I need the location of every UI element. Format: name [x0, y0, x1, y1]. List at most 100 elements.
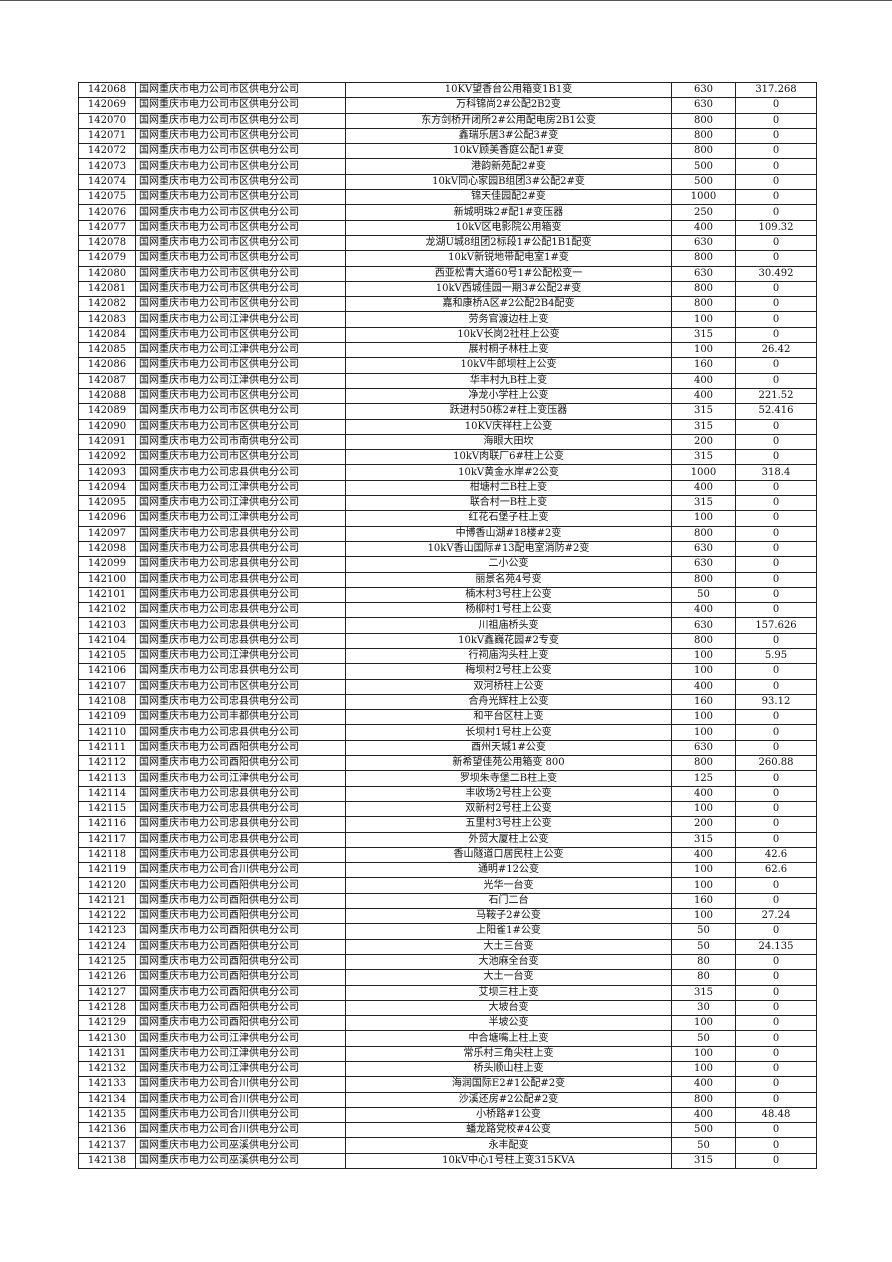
- row-id-cell: 142091: [78, 433, 136, 451]
- value-cell: 30.492: [735, 265, 817, 282]
- company-cell: 国网重庆市电力公司忠县供电分公司: [135, 556, 346, 573]
- transformer-name-cell: 新希望佳苑公用箱变 800: [345, 755, 672, 772]
- row-id-cell: 142076: [78, 204, 136, 221]
- value-cell: 0: [735, 112, 817, 129]
- table-row: 142133 国网重庆市电力公司合川供电分公司 海润国际E2#1公配#2变 400 0: [78, 1076, 817, 1093]
- row-id-cell: 142090: [78, 418, 136, 435]
- page-top-border: [0, 0, 892, 1]
- capacity-cell: 315: [671, 984, 736, 1001]
- transformer-name-cell: 罗坝朱寺堡二B柱上变: [345, 770, 672, 787]
- value-cell: 0: [735, 785, 817, 802]
- company-cell: 国网重庆市电力公司市区供电分公司: [135, 97, 346, 114]
- value-cell: 0: [735, 418, 817, 435]
- value-cell: 0: [735, 923, 817, 940]
- value-cell: 157.626: [735, 617, 817, 634]
- company-cell: 国网重庆市电力公司市区供电分公司: [135, 449, 346, 466]
- value-cell: 260.88: [735, 755, 817, 772]
- capacity-cell: 400: [671, 1106, 736, 1124]
- value-cell: 24.135: [735, 938, 817, 955]
- company-cell: 国网重庆市电力公司市区供电分公司: [135, 112, 346, 129]
- capacity-cell: 630: [671, 556, 736, 573]
- capacity-cell: 800: [671, 127, 736, 145]
- value-cell: 27.24: [735, 908, 817, 925]
- company-cell: 国网重庆市电力公司酉阳供电分公司: [135, 739, 346, 757]
- transformer-name-cell: 丽景名苑4号变: [345, 571, 672, 588]
- company-cell: 国网重庆市电力公司市区供电分公司: [135, 265, 346, 282]
- table-row: 142121 国网重庆市电力公司酉阳供电分公司 石门二台 160 0: [78, 892, 817, 910]
- capacity-cell: 400: [671, 846, 736, 864]
- capacity-cell: 160: [671, 357, 736, 374]
- value-cell: 42.6: [735, 846, 817, 864]
- row-id-cell: 142135: [78, 1106, 136, 1124]
- row-id-cell: 142095: [78, 495, 136, 512]
- table-body: 142068 国网重庆市电力公司市区供电分公司 10KV望香台公用箱变1B1变 630…: [78, 81, 817, 1170]
- capacity-cell: 800: [671, 250, 736, 267]
- capacity-cell: 100: [671, 709, 736, 726]
- company-cell: 国网重庆市电力公司忠县供电分公司: [135, 663, 346, 680]
- company-cell: 国网重庆市电力公司酉阳供电分公司: [135, 984, 346, 1001]
- transformer-name-cell: 沙溪还房#2公配#2变: [345, 1091, 672, 1108]
- transformer-name-cell: 展村桐子林柱上变: [345, 342, 672, 359]
- company-cell: 国网重庆市电力公司忠县供电分公司: [135, 785, 346, 802]
- transformer-name-cell: 新城明珠2#配1#变压器: [345, 204, 672, 221]
- transformer-name-cell: 10kV黄金水岸#2公变: [345, 464, 672, 481]
- table-row: 142086 国网重庆市电力公司市区供电分公司 10kV牛郎坝柱上公变 160 0: [78, 357, 817, 374]
- transformer-name-cell: 大池麻全台变: [345, 953, 672, 971]
- transformer-name-cell: 五里村3号柱上公变: [345, 816, 672, 833]
- value-cell: 0: [735, 1045, 817, 1063]
- value-cell: 0: [735, 158, 817, 175]
- company-cell: 国网重庆市电力公司忠县供电分公司: [135, 586, 346, 604]
- transformer-name-cell: 楠木村3号柱上公变: [345, 586, 672, 604]
- value-cell: 0: [735, 326, 817, 344]
- capacity-cell: 100: [671, 647, 736, 665]
- transformer-name-cell: 光华一台变: [345, 877, 672, 894]
- table-row: 142137 国网重庆市电力公司巫溪供电分公司 永丰配变 50 0: [78, 1137, 817, 1154]
- row-id-cell: 142071: [78, 127, 136, 145]
- value-cell: 0: [735, 678, 817, 695]
- value-cell: 0: [735, 724, 817, 741]
- value-cell: 0: [735, 296, 817, 313]
- row-id-cell: 142118: [78, 846, 136, 864]
- transformer-name-cell: 丰收场2号柱上公变: [345, 785, 672, 802]
- row-id-cell: 142128: [78, 999, 136, 1017]
- value-cell: 0: [735, 204, 817, 221]
- company-cell: 国网重庆市电力公司酉阳供电分公司: [135, 999, 346, 1017]
- company-cell: 国网重庆市电力公司酉阳供电分公司: [135, 908, 346, 925]
- row-id-cell: 142099: [78, 556, 136, 573]
- value-cell: 0: [735, 143, 817, 160]
- row-id-cell: 142081: [78, 280, 136, 298]
- row-id-cell: 142108: [78, 693, 136, 711]
- value-cell: 109.32: [735, 219, 817, 236]
- value-cell: 0: [735, 479, 817, 497]
- capacity-cell: 800: [671, 525, 736, 542]
- row-id-cell: 142120: [78, 877, 136, 894]
- value-cell: 93.12: [735, 693, 817, 711]
- capacity-cell: 800: [671, 755, 736, 772]
- transformer-name-cell: 华丰村九B柱上变: [345, 372, 672, 389]
- company-cell: 国网重庆市电力公司酉阳供电分公司: [135, 755, 346, 772]
- table-row: 142098 国网重庆市电力公司忠县供电分公司 10kV香山国际#13配电室消防#2…: [78, 540, 817, 558]
- row-id-cell: 142078: [78, 234, 136, 252]
- capacity-cell: 100: [671, 663, 736, 680]
- capacity-cell: 800: [671, 1091, 736, 1108]
- value-cell: 0: [735, 999, 817, 1017]
- capacity-cell: 30: [671, 999, 736, 1017]
- row-id-cell: 142074: [78, 173, 136, 191]
- value-cell: 0: [735, 556, 817, 573]
- transformer-name-cell: 双新村2号柱上公变: [345, 800, 672, 818]
- row-id-cell: 142068: [78, 81, 136, 99]
- capacity-cell: 315: [671, 831, 736, 848]
- table-row: 142092 国网重庆市电力公司市区供电分公司 10kV肉联厂6#柱上公变 315 0: [78, 449, 817, 466]
- company-cell: 国网重庆市电力公司市区供电分公司: [135, 296, 346, 313]
- row-id-cell: 142117: [78, 831, 136, 848]
- row-id-cell: 142106: [78, 663, 136, 680]
- value-cell: 0: [735, 1060, 817, 1078]
- company-cell: 国网重庆市电力公司酉阳供电分公司: [135, 892, 346, 910]
- transformer-name-cell: 跃进村50栋2#柱上变压器: [345, 403, 672, 420]
- transformer-name-cell: 10kV牛郎坝柱上公变: [345, 357, 672, 374]
- capacity-cell: 100: [671, 510, 736, 527]
- row-id-cell: 142129: [78, 1015, 136, 1032]
- table-row: 142101 国网重庆市电力公司忠县供电分公司 楠木村3号柱上公变 50 0: [78, 586, 817, 604]
- row-id-cell: 142082: [78, 296, 136, 313]
- row-id-cell: 142083: [78, 311, 136, 328]
